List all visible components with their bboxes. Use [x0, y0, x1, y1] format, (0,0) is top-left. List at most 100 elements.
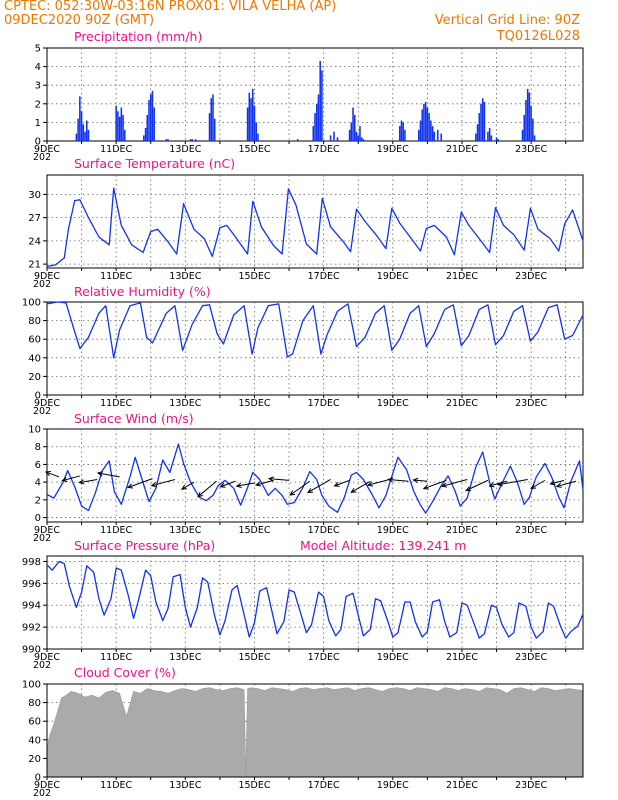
temperature-frame — [46, 174, 584, 269]
humidity-xtick-label: 17DEC — [308, 398, 340, 409]
precip-bar — [483, 101, 486, 141]
precip-xtick-label: 19DEC — [377, 144, 409, 155]
wind-ytick-label: 6 — [35, 460, 41, 471]
precip-bar — [333, 131, 335, 141]
pressure-frame — [46, 555, 584, 650]
wind-arrow — [267, 476, 290, 482]
humidity-panel: 0 20 40 60 80 100 9DEC 11DEC 13DEC 15DEC 17DEC 19DE… — [22, 298, 584, 417]
precip-bar — [360, 137, 363, 141]
pressure-ytick-label: 994 — [22, 601, 41, 612]
wind-arrow-shaft — [498, 478, 528, 486]
cloud-xtick-label: 17DEC — [308, 780, 340, 791]
precip-bar — [84, 131, 86, 141]
precip-bar — [440, 133, 442, 141]
wind-arrow — [488, 480, 508, 488]
precip-bar — [478, 113, 481, 141]
pressure-xtick-label: 15DEC — [238, 652, 270, 663]
wind-arrow — [150, 479, 176, 488]
wind-arrow — [96, 471, 120, 478]
precip-bar — [120, 107, 123, 141]
header-location: CPTEC: 052:30W-03:16N PROX01: VILA VELHA… — [4, 0, 336, 14]
temperature-xtick-label: 15DEC — [238, 271, 270, 282]
wind-panel: 0 2 4 6 8 10 9DEC 11DEC 13DEC 15DEC 17DEC 19DEC 21DE… — [28, 425, 584, 544]
humidity-line — [46, 301, 584, 359]
precip-bar — [257, 133, 259, 141]
wind-arrow-shaft — [79, 478, 98, 484]
header-code: TQ0126L028 — [496, 29, 580, 44]
precip-bar — [314, 113, 316, 141]
wind-arrow-head — [307, 488, 314, 494]
cloud-xtick-label: 21DEC — [446, 780, 478, 791]
wind-arrow — [422, 479, 447, 490]
precip-bar — [79, 96, 81, 141]
precip-bar — [248, 92, 251, 141]
precip-bar — [75, 133, 78, 141]
precip-bar — [530, 105, 532, 141]
precip-bar — [319, 61, 321, 141]
wind-ytick-label: 8 — [35, 442, 41, 453]
temperature-line — [46, 187, 584, 268]
wind-ytick-label: 10 — [28, 425, 41, 436]
precip-bar — [167, 139, 169, 141]
precip-bar — [143, 135, 145, 141]
wind-arrow-head — [496, 481, 504, 487]
wind-arrow-shaft — [62, 475, 80, 482]
precip-bar — [80, 111, 83, 141]
cloud-xtick-label: 23DEC — [515, 780, 547, 791]
wind-arrow-shaft — [556, 480, 577, 487]
cloud-ytick-label: 100 — [22, 680, 41, 691]
precip-bar — [490, 135, 493, 141]
wind-arrow — [61, 475, 80, 483]
wind-arrow-shaft — [269, 478, 290, 481]
precip-bar — [336, 137, 339, 141]
precip-ytick-label: 4 — [35, 62, 41, 73]
wind-arrow-shaft — [236, 482, 255, 487]
precip-bar — [433, 131, 436, 141]
precip-bar — [398, 126, 401, 141]
precip-xtick-label: 9DEC — [34, 144, 60, 155]
wind-arrow — [366, 479, 390, 487]
wind-xtick-label: 19DEC — [377, 525, 409, 536]
wind-arrow — [440, 479, 468, 488]
wind-arrow-head — [549, 480, 556, 486]
wind-arrow-head — [289, 490, 296, 496]
precip-bar — [526, 88, 529, 141]
pressure-ytick-label: 996 — [22, 579, 41, 590]
wind-ytick-label: 0 — [35, 513, 41, 524]
temperature-title: Surface Temperature (nC) — [74, 156, 235, 171]
precip-bar — [424, 101, 427, 141]
wind-arrow-shaft — [307, 479, 331, 493]
temperature-xtick-label: 21DEC — [446, 271, 478, 282]
wind-arrow-head — [412, 477, 419, 484]
pressure-xtick-label: 9DEC — [34, 652, 60, 663]
precip-bar — [352, 107, 354, 141]
pressure-title: Surface Pressure (hPa) — [74, 538, 215, 553]
cloud-ytick-label: 0 — [35, 773, 41, 784]
precip-bar — [312, 126, 315, 141]
precip-bar — [208, 113, 211, 141]
wind-arrow-head — [366, 481, 374, 487]
wind-frame — [46, 428, 584, 523]
wind-arrow — [307, 479, 331, 494]
wind-arrow — [465, 479, 489, 492]
wind-arrow — [333, 479, 350, 487]
temperature-xtick-label: 23DEC — [515, 271, 547, 282]
wind-arrow — [197, 480, 217, 498]
wind-xtick-label: 21DEC — [446, 525, 478, 536]
precip-xtick-label: 23DEC — [515, 144, 547, 155]
precip-bar — [355, 131, 358, 141]
precip-bar — [87, 129, 90, 141]
precip-bar — [251, 88, 254, 141]
temperature-panel: 21 24 27 30 9DEC 11DEC 13DEC 15DEC 17DEC 19DEC 21D… — [28, 174, 584, 290]
pressure-xtick-label: 11DEC — [100, 652, 132, 663]
wind-arrow-head — [440, 482, 448, 488]
wind-arrow — [78, 478, 98, 485]
precip-xtick-label: 17DEC — [308, 144, 340, 155]
precip-bar — [118, 116, 121, 141]
cloud-ytick-label: 20 — [28, 754, 41, 765]
wind-arrow — [387, 477, 409, 483]
pressure-ytick-label: 998 — [22, 557, 41, 568]
header-run-date: 09DEC2020 90Z (GMT) — [4, 13, 154, 28]
wind-title: Surface Wind (m/s) — [74, 411, 194, 426]
temperature-xtick-label: 17DEC — [308, 271, 340, 282]
